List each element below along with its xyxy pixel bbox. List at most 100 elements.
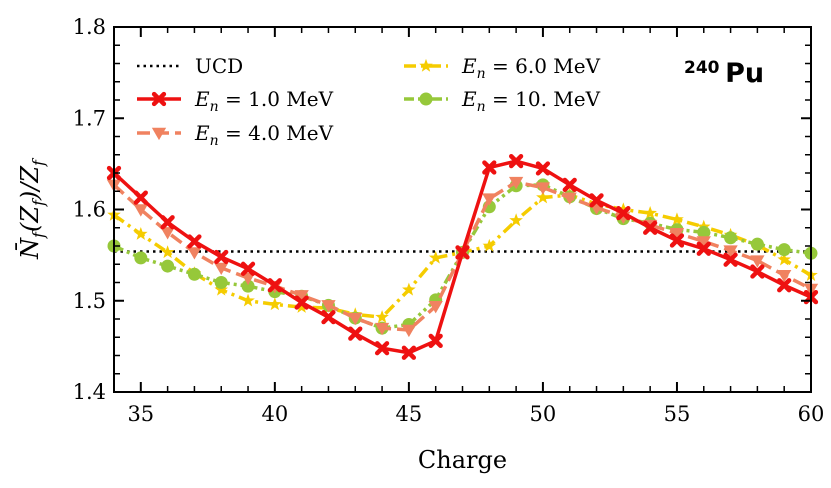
series-e10	[106, 154, 819, 360]
data-point	[160, 245, 175, 259]
data-point	[670, 212, 684, 226]
data-point	[160, 215, 175, 230]
data-point	[428, 333, 443, 349]
x-tick-label: 50	[530, 402, 557, 426]
data-point	[294, 295, 309, 310]
data-point	[321, 300, 336, 313]
y-tick-label: 1.7	[73, 106, 106, 130]
data-point	[723, 252, 738, 267]
data-point	[616, 202, 631, 216]
data-point	[401, 324, 417, 338]
data-point	[161, 259, 175, 273]
data-point	[187, 267, 201, 281]
x-tick-label: 45	[396, 402, 423, 426]
legend-label: En = 10. MeV	[461, 87, 601, 115]
legend-label-subscript: n	[477, 66, 486, 82]
y-axis-label-part: (Z	[16, 205, 44, 232]
data-point	[616, 206, 631, 221]
data-point	[419, 58, 433, 72]
data-point	[402, 282, 416, 296]
data-point	[669, 233, 685, 248]
data-point	[777, 243, 791, 257]
data-point	[133, 204, 148, 217]
data-point	[455, 245, 470, 260]
data-point	[750, 255, 765, 268]
x-axis-label: Charge	[418, 446, 507, 474]
data-point	[777, 278, 792, 293]
data-point	[348, 312, 363, 326]
data-point	[508, 154, 524, 169]
data-point	[777, 252, 791, 266]
legend-label-subscript: n	[210, 133, 219, 149]
data-point	[419, 92, 433, 106]
tick-label-layer: 35 40 45 50 55 60 1.4 1.5 1.6 1.7 1.8	[73, 15, 825, 426]
isotope-element: Pu	[725, 58, 764, 89]
legend-label: En = 6.0 MeV	[461, 54, 601, 82]
data-point	[589, 193, 604, 208]
legend-label-symbol: E	[461, 87, 477, 111]
data-point	[268, 297, 282, 311]
data-point	[536, 190, 550, 204]
data-point	[241, 293, 255, 307]
data-point	[428, 301, 443, 314]
y-tick-label: 1.6	[73, 198, 106, 222]
legend-label-value: = 1.0 MeV	[219, 87, 334, 111]
data-point	[214, 282, 229, 296]
data-point	[696, 241, 711, 256]
data-point	[294, 290, 309, 303]
legend-label: En = 1.0 MeV	[194, 87, 334, 115]
data-point	[321, 310, 336, 325]
data-point	[482, 238, 497, 252]
y-axis-label-subscript: f	[29, 157, 48, 167]
data-point	[509, 213, 523, 227]
legend-label-value: = 4.0 MeV	[219, 121, 334, 145]
data-point	[643, 220, 658, 235]
y-tick-label: 1.5	[73, 289, 106, 313]
data-point	[723, 245, 738, 258]
data-point	[240, 272, 256, 286]
data-point	[375, 310, 389, 323]
data-point	[267, 278, 282, 293]
y-axis-label-part: N̄	[16, 237, 44, 260]
data-point	[401, 345, 417, 360]
y-tick-label: 1.8	[73, 15, 106, 39]
tick-layer	[113, 26, 812, 393]
legend-entry-e40: En = 4.0 MeV	[137, 121, 334, 149]
legend-entry-ucd: UCD	[137, 54, 243, 78]
data-point	[697, 225, 711, 239]
legend-entry-e10: En = 1.0 MeV	[137, 87, 334, 115]
legend-label-subscript: n	[477, 99, 486, 115]
data-point	[240, 261, 256, 276]
data-point	[535, 182, 551, 195]
legend-label-value: = 6.0 MeV	[486, 54, 601, 78]
legend-entry-e60: En = 6.0 MeV	[404, 54, 601, 82]
data-point	[241, 279, 255, 293]
x-tick-label: 35	[127, 402, 154, 426]
data-point	[133, 190, 148, 205]
data-point	[374, 322, 390, 336]
data-point	[160, 227, 175, 240]
data-point	[562, 177, 577, 192]
x-tick-label: 60	[798, 402, 825, 426]
data-point	[482, 193, 497, 206]
data-point	[777, 270, 792, 283]
legend-label-symbol: E	[194, 87, 210, 111]
data-point	[669, 228, 685, 241]
y-axis-label-subscript: f	[29, 229, 48, 239]
data-point	[562, 192, 577, 205]
data-point	[151, 91, 167, 107]
legend-label-symbol: E	[461, 54, 477, 78]
isotope-mass-number: 240	[684, 58, 720, 78]
data-point	[508, 176, 524, 190]
legend-label-subscript: n	[210, 99, 219, 115]
y-axis-label-subscript: f	[29, 197, 48, 207]
data-point	[428, 250, 443, 264]
legend-entry-e100: En = 10. MeV	[404, 87, 601, 115]
y-axis-label-part: )/Z	[16, 165, 44, 201]
x-tick-label: 55	[664, 402, 691, 426]
x-tick-label: 40	[261, 402, 288, 426]
plot-frame	[113, 26, 812, 393]
data-point	[134, 226, 148, 240]
